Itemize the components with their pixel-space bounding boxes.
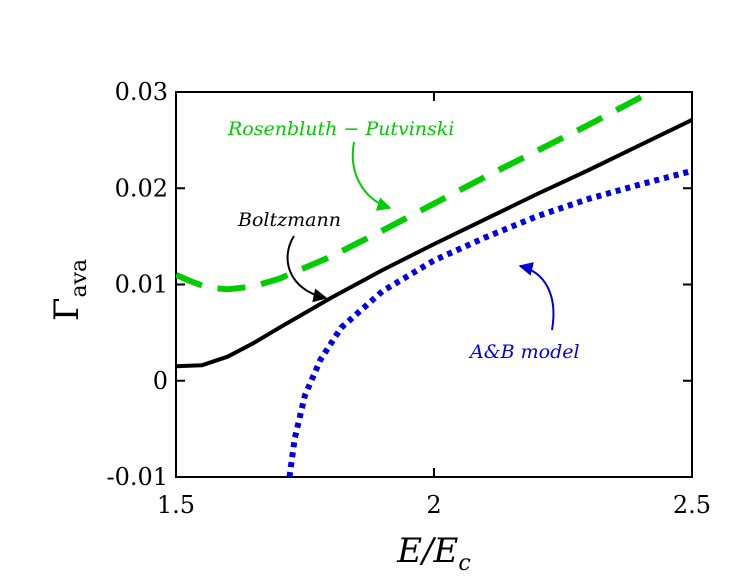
- series-line-boltzmann: [176, 118, 692, 369]
- x-tick-label: 1.5: [157, 491, 195, 519]
- x-axis-label: E/Ec: [396, 531, 470, 576]
- axis-tick-labels: 1.5 2 2.5 -0.01 0 0.01 0.02 0.03: [106, 78, 711, 519]
- x-tick-label: 2.5: [673, 491, 711, 519]
- series-line-a-b-model: [286, 167, 692, 477]
- annotation-rosenbluth-putvinski: Rosenbluth − Putvinski: [227, 118, 454, 140]
- annotation-ab-model: A&B model: [468, 341, 580, 363]
- y-axis-label: Γava: [47, 259, 92, 321]
- annotation-arrow-boltzmann: [286, 235, 328, 303]
- y-tick-label: 0.03: [115, 78, 168, 106]
- annotation-boltzmann: Boltzmann: [237, 209, 341, 231]
- y-tick-label: 0.01: [115, 271, 168, 299]
- series-layer: [176, 92, 692, 477]
- y-tick-label: -0.01: [106, 463, 168, 491]
- x-tick-label: 2: [426, 491, 441, 519]
- y-tick-label: 0: [153, 367, 168, 395]
- annotation-arrow-rosenbluth-putvinski: [351, 141, 392, 211]
- axis-ticks: [175, 91, 693, 478]
- y-tick-label: 0.02: [115, 174, 168, 202]
- annotation-arrow-ab-model: [518, 262, 555, 331]
- svg-text:Γava: Γava: [47, 259, 92, 321]
- plot-frame: [175, 91, 693, 478]
